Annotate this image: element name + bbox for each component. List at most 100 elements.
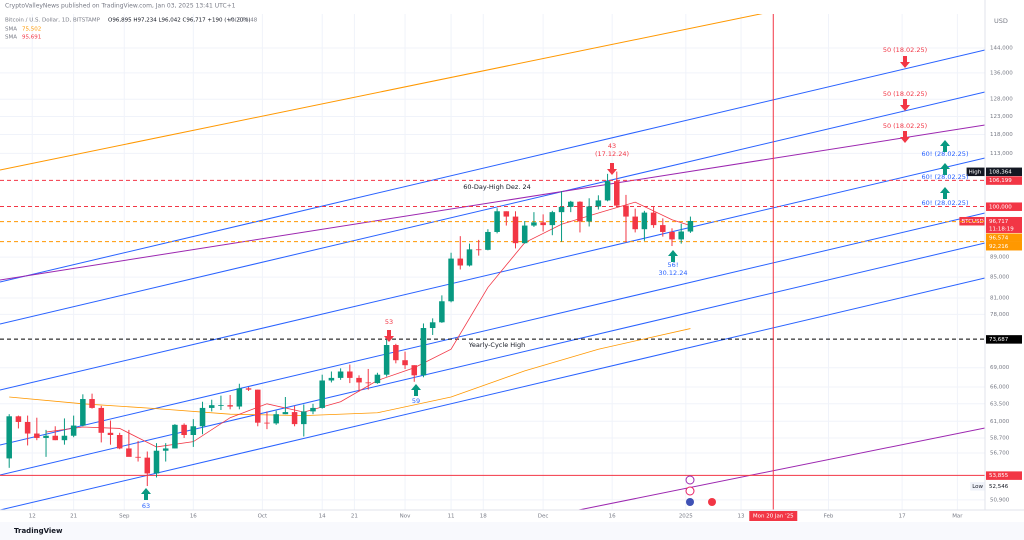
x-tick-label: Mar (952, 514, 963, 520)
x-tick-label: 17 (899, 514, 906, 520)
candle-body (494, 211, 500, 232)
annotation-layer: 43(17.12.24) 53 59 63 56!30.12.24 50 (18.02.2… (141, 46, 968, 510)
candle-body (687, 220, 694, 232)
candle-body (301, 411, 307, 425)
price-label: 108,364 (989, 169, 1012, 175)
x-tick-label: 21 (70, 514, 77, 520)
candle-body (310, 407, 316, 412)
trend-line (576, 427, 985, 510)
annotation: 50 (18.02.25) (883, 46, 927, 54)
price-label-box (986, 176, 1022, 185)
signal-arrow (900, 56, 910, 68)
annotation: Yearly-Cycle High (468, 341, 525, 349)
x-tick-label: Nov (400, 514, 411, 520)
event-icon[interactable] (685, 486, 695, 496)
annotation: 50 (18.02.25) (883, 90, 927, 98)
annotation: 63 (142, 502, 150, 510)
candle-body (549, 212, 556, 226)
candle-body (208, 405, 215, 408)
trend-line (0, 14, 763, 171)
price-tag-box (966, 167, 985, 177)
candle-body (328, 377, 335, 381)
candle-body (411, 365, 418, 376)
candle-body (374, 374, 381, 384)
publisher: CryptoValleyNews published on TradingVie… (5, 3, 236, 10)
candle-body (577, 201, 583, 222)
annotation: 50 (18.02.25) (883, 122, 927, 130)
symbol: Bitcoin / U.S. Dollar, 1D, BITSTAMP (5, 18, 101, 24)
x-tick-label: Sep (119, 514, 130, 520)
axis-layer: 144,000 136,000 128,000 123,000 118,000 113,0… (5, 27, 1013, 521)
signal-arrow (900, 131, 910, 143)
candle-body (558, 206, 565, 213)
channel-line (0, 49, 985, 283)
x-tick-label: 12 (29, 514, 36, 520)
price-tag: High (969, 169, 982, 175)
candle-body (153, 450, 160, 474)
candle-body (365, 382, 371, 384)
price-label-box (986, 241, 1022, 251)
price-label: 53,855 (989, 473, 1009, 479)
event-icon[interactable] (708, 498, 716, 506)
event-icon[interactable] (686, 498, 694, 506)
brand: TradingView (14, 527, 63, 535)
y-tick-label: 144,000 (990, 46, 1013, 52)
price-tag: Low (972, 484, 983, 490)
candle-body (6, 416, 12, 459)
candle-body (531, 222, 537, 226)
candle-body (347, 371, 353, 378)
x-tick-label: Feb (824, 514, 834, 520)
y-tick-label: 89,000 (990, 255, 1010, 261)
price-label: 96,717 (989, 219, 1009, 225)
y-tick-label: 63,500 (990, 401, 1010, 407)
candle-body (512, 216, 519, 244)
signal-arrow (411, 384, 421, 396)
event-icon[interactable] (685, 475, 695, 485)
price-label: 52,546 (989, 484, 1009, 490)
price-label: 100,000 (989, 204, 1012, 210)
annotation: 60! (28.02.25) (922, 173, 969, 181)
annotation-note: (17.12.24) (595, 150, 629, 158)
candle-body (273, 414, 279, 424)
signal-arrow (607, 163, 617, 175)
price-label: 106,199 (989, 178, 1012, 184)
signal-arrow (900, 99, 910, 111)
candle-body (181, 424, 187, 436)
candle-body (439, 301, 445, 323)
candle-body (604, 181, 611, 201)
candle-body (402, 360, 408, 366)
candle-body (70, 425, 77, 436)
x-tick-label: 18 (480, 514, 487, 520)
candle-body (623, 205, 629, 217)
annotation: 56! (668, 261, 679, 269)
legend-name: SMA (5, 35, 17, 41)
candle-body (80, 399, 86, 426)
candle-body (291, 412, 298, 425)
price-label-box (986, 216, 1022, 233)
candle-body (356, 377, 362, 383)
candle-body (678, 231, 684, 240)
x-tick-label: 11 (448, 514, 455, 520)
annotation: 60! (28.02.25) (922, 199, 969, 207)
candle-body (521, 225, 528, 244)
channel-line (0, 277, 985, 510)
channel-line (0, 212, 985, 446)
candle-body (43, 435, 49, 438)
x-tick-label: 13 (738, 514, 745, 520)
footer (0, 522, 1024, 540)
event-icons (685, 475, 716, 506)
candle-body (595, 200, 602, 207)
candle-body (420, 328, 427, 376)
candle-body (89, 399, 95, 408)
x-tick-label: Dec (538, 514, 549, 520)
price-label-box (986, 202, 1022, 211)
candle-body (52, 435, 58, 441)
candle-body (457, 258, 464, 266)
candle-body (126, 448, 132, 457)
candle-body (632, 216, 638, 230)
candle-body (245, 388, 252, 390)
x-tick-label: 16 (609, 514, 616, 520)
candle-body (660, 225, 666, 232)
